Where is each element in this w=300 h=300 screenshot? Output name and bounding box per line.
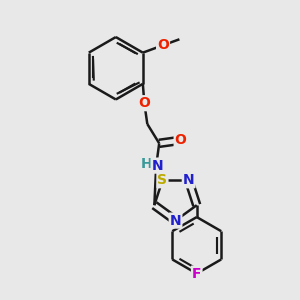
Text: N: N <box>170 214 182 228</box>
Text: O: O <box>138 96 150 110</box>
Text: N: N <box>152 159 163 172</box>
Text: N: N <box>183 173 194 187</box>
Text: S: S <box>158 173 167 187</box>
Text: O: O <box>175 133 187 147</box>
Text: O: O <box>157 38 169 52</box>
Text: F: F <box>192 266 202 280</box>
Text: H: H <box>141 158 152 171</box>
